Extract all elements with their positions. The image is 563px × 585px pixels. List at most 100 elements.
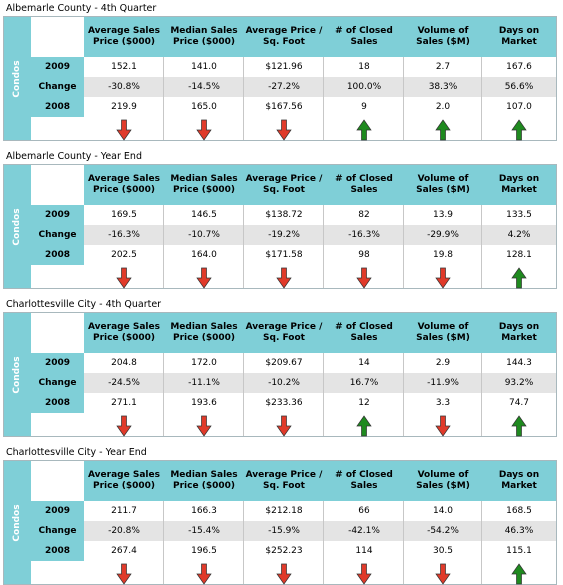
down-arrow-icon [435,415,451,437]
column-divider [163,205,164,288]
column-divider [403,501,404,584]
table-cell: $209.67 [265,358,303,368]
table-cell: $252.23 [265,546,303,556]
up-arrow-icon [435,119,451,141]
section-title: Charlottesville City - 4th Quarter [6,299,162,310]
table-cell: 98 [358,250,370,260]
table-cell: 128.1 [506,250,532,260]
table-cell: -27.2% [268,82,300,92]
column-header: # of Closed Sales [324,461,404,501]
down-arrow-icon [116,119,132,141]
column-divider [243,501,244,584]
column-header: Volume of Sales ($M) [404,17,482,57]
table-cell: 152.1 [111,62,137,72]
up-arrow-icon [511,415,527,437]
table-cell: -20.8% [108,526,140,536]
down-arrow-icon [196,563,212,585]
data-table: Condos Average Sales Price ($000) Median S… [3,460,557,585]
table-cell: 19.8 [432,250,454,260]
table-cell: 193.6 [191,398,217,408]
column-divider [323,501,324,584]
down-arrow-icon [116,415,132,437]
column-header: Median Sales Price ($000) [164,461,244,501]
side-label: Condos [12,59,22,98]
table-cell: 16.7% [349,378,379,388]
section-title: Albemarle County - 4th Quarter [6,3,157,14]
table-cell: 2.9 [435,358,451,368]
table-cell: 14 [358,358,370,368]
column-header: Volume of Sales ($M) [404,461,482,501]
down-arrow-icon [116,563,132,585]
data-table: Condos Average Sales Price ($000) Median S… [3,312,557,437]
side-band: Condos [4,461,31,584]
table-cell: 3.3 [435,398,451,408]
table-cell: -14.5% [188,82,220,92]
column-divider [481,205,482,288]
table-cell: 164.0 [191,250,217,260]
table-cell: 4.2% [507,230,531,240]
table-cell: 141.0 [191,62,217,72]
column-divider [163,57,164,140]
row-label: Change [31,521,84,541]
table-row [84,225,556,245]
column-header: Average Price / Sq. Foot [244,17,324,57]
section-title: Charlottesville City - Year End [6,447,147,458]
column-header: Median Sales Price ($000) [164,313,244,353]
column-header: Average Sales Price ($000) [84,461,164,501]
column-header: Average Price / Sq. Foot [244,313,324,353]
column-divider [243,353,244,436]
column-header: Average Sales Price ($000) [84,165,164,205]
down-arrow-icon [356,267,372,289]
row-label: 2009 [31,501,84,521]
column-header: # of Closed Sales [324,313,404,353]
row-label: 2009 [31,57,84,77]
up-arrow-icon [511,563,527,585]
row-label: 2008 [31,97,84,117]
column-divider [403,57,404,140]
table-cell: 211.7 [111,506,137,516]
column-header: Days on Market [482,17,556,57]
side-label: Condos [12,503,22,542]
column-divider [323,205,324,288]
table-cell: 9 [361,102,367,112]
table-cell: -19.2% [268,230,300,240]
table-cell: -10.7% [188,230,220,240]
table-cell: 93.2% [504,378,534,388]
table-cell: 146.5 [191,210,217,220]
table-cell: 267.4 [111,546,137,556]
down-arrow-icon [196,267,212,289]
table-cell: 13.9 [432,210,454,220]
side-label: Condos [12,207,22,246]
table-cell: $212.18 [265,506,303,516]
table-cell: $138.72 [265,210,303,220]
table-cell: -16.3% [348,230,380,240]
column-header: Median Sales Price ($000) [164,17,244,57]
row-label: 2008 [31,245,84,265]
table-cell: 172.0 [191,358,217,368]
table-cell: -15.4% [188,526,220,536]
table-cell: 202.5 [111,250,137,260]
table-cell: 165.0 [191,102,217,112]
down-arrow-icon [356,563,372,585]
table-cell: 219.9 [111,102,137,112]
table-cell: 18 [358,62,370,72]
data-table: Condos Average Sales Price ($000) Median S… [3,16,557,141]
column-divider [323,353,324,436]
table-cell: 107.0 [506,102,532,112]
table-cell: 66 [358,506,370,516]
table-cell: -42.1% [348,526,380,536]
side-band: Condos [4,313,31,436]
up-arrow-icon [356,415,372,437]
row-label: 2009 [31,205,84,225]
table-cell: 56.6% [504,82,534,92]
column-header: Days on Market [482,165,556,205]
table-row [84,373,556,393]
column-header: Average Sales Price ($000) [84,17,164,57]
column-divider [323,57,324,140]
table-cell: 168.5 [506,506,532,516]
down-arrow-icon [116,267,132,289]
column-divider [403,353,404,436]
table-cell: -11.1% [188,378,220,388]
up-arrow-icon [511,267,527,289]
table-cell: 74.7 [508,398,530,408]
